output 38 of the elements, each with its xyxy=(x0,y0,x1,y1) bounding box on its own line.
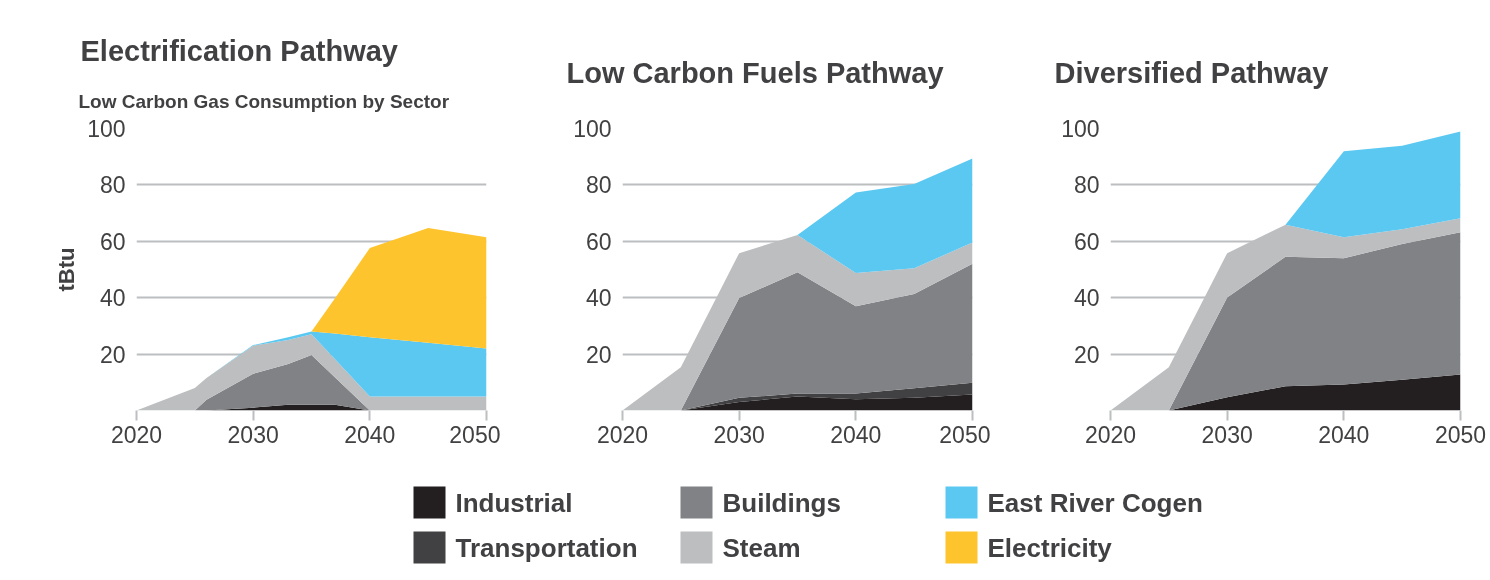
legend-label: Electricity xyxy=(987,532,1113,563)
x-tick-label: 2030 xyxy=(227,421,279,448)
legend-label: Transportation xyxy=(455,532,638,563)
chart-title: Diversified Pathway xyxy=(1054,56,1329,89)
legend-label: East River Cogen xyxy=(987,487,1203,518)
x-tick-label: 2040 xyxy=(830,421,882,448)
legend-label: Steam xyxy=(722,532,801,563)
y-tick-label: 80 xyxy=(585,172,612,199)
y-tick-label: 20 xyxy=(585,341,612,368)
y-tick-label: 60 xyxy=(585,228,612,255)
x-tick-label: 2040 xyxy=(1318,421,1370,448)
y-tick-label: 40 xyxy=(1073,285,1100,312)
y-tick-label: 60 xyxy=(99,228,126,255)
x-tick-label: 2020 xyxy=(1084,421,1137,448)
y-tick-label: 100 xyxy=(1061,116,1100,142)
x-tick-label: 2030 xyxy=(1201,421,1253,448)
y-tick-label: 100 xyxy=(87,116,126,142)
y-tick-label: 60 xyxy=(1073,228,1100,255)
y-axis-title: tBtu xyxy=(54,247,80,292)
x-tick-label: 2050 xyxy=(939,421,991,448)
y-tick-label: 20 xyxy=(1073,341,1100,368)
x-tick-label: 2020 xyxy=(596,421,649,448)
x-tick-label: 2030 xyxy=(713,421,765,448)
x-tick-label: 2040 xyxy=(344,421,396,448)
chart-title: Low Carbon Fuels Pathway xyxy=(566,56,944,89)
x-tick-label: 2020 xyxy=(110,421,163,448)
y-tick-label: 40 xyxy=(99,285,126,312)
chart-title: Electrification Pathway xyxy=(80,35,398,67)
x-tick-label: 2050 xyxy=(449,421,501,448)
chart-subtitle: Low Carbon Gas Consumption by Sector xyxy=(78,91,450,112)
y-tick-label: 40 xyxy=(585,285,612,312)
y-tick-label: 20 xyxy=(99,341,126,368)
x-tick-label: 2050 xyxy=(1434,421,1487,448)
legend-label: Buildings xyxy=(722,487,841,518)
y-tick-label: 100 xyxy=(573,116,612,142)
y-tick-label: 80 xyxy=(99,172,126,199)
y-tick-label: 80 xyxy=(1073,172,1100,199)
legend-label: Industrial xyxy=(455,487,573,518)
